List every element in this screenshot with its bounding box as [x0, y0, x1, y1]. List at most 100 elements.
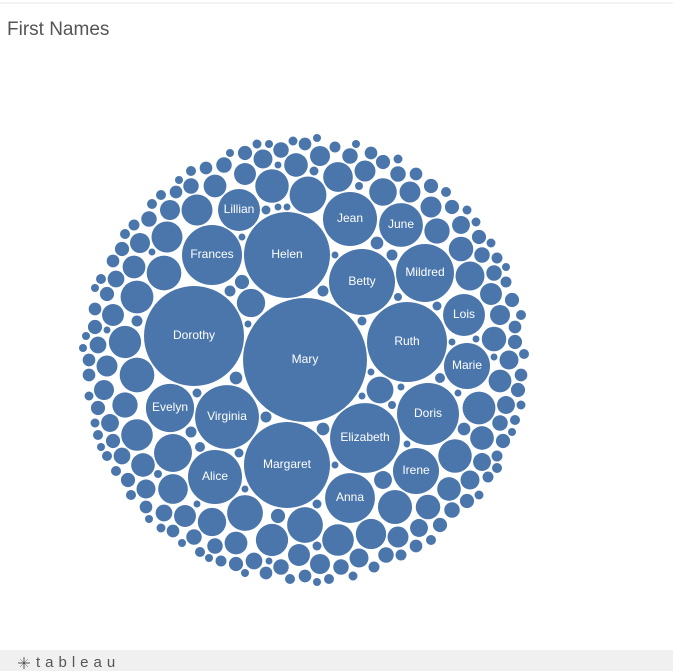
bubble: [131, 315, 143, 327]
bubble: [79, 344, 87, 352]
bubble-label: Elizabeth: [340, 430, 389, 444]
bubble: [131, 453, 155, 477]
bubble: [330, 403, 400, 473]
bubble: [174, 505, 196, 527]
bubble: [460, 470, 480, 490]
bubble: [448, 236, 474, 262]
bubble: [441, 187, 451, 197]
bubble: [253, 149, 273, 169]
footer-logo[interactable]: tableau: [36, 654, 120, 671]
bubble: [443, 294, 485, 336]
bubble: [420, 196, 442, 218]
bubble: [378, 547, 394, 563]
bubble: [166, 524, 180, 538]
bubble: [265, 557, 273, 565]
bubble: [169, 185, 183, 199]
bubble: [108, 325, 142, 359]
bubble: [388, 401, 396, 409]
bubble: [284, 153, 308, 177]
bubble: [331, 251, 339, 259]
bubble: [298, 569, 312, 583]
bubble: [265, 140, 273, 148]
bubble: [145, 383, 195, 433]
bubbles: Mary Dorothy Helen Margaret Ruth Elizabeth Bet…: [79, 134, 529, 586]
bubble: [274, 161, 282, 169]
bubble: [443, 342, 491, 390]
bubble: [471, 217, 481, 227]
bubble: [298, 137, 312, 151]
bubble: [369, 178, 397, 206]
bubble: [84, 391, 94, 401]
bubble: [113, 447, 131, 465]
bubble: [243, 421, 331, 509]
bubble: [107, 270, 125, 288]
bubble: [287, 507, 323, 543]
bubble: [183, 178, 199, 194]
bubble: [199, 161, 213, 175]
bubble: [358, 392, 366, 400]
bubble: [472, 335, 480, 343]
bubble: [273, 142, 289, 158]
bubble: [488, 369, 512, 393]
bubble: [186, 529, 202, 545]
bubble: [386, 249, 398, 261]
bubble-label: Evelyn: [152, 400, 188, 414]
bubble: [316, 422, 330, 436]
bubble: [207, 538, 223, 554]
bubble: [432, 517, 448, 533]
bubble: [317, 285, 329, 297]
bubble: [228, 556, 244, 572]
bubble: [121, 419, 153, 451]
bubble: [88, 302, 102, 316]
bubble: [145, 515, 153, 523]
bubble: [141, 211, 157, 227]
bubble: [252, 139, 262, 149]
bubble-label: Alice: [202, 469, 228, 483]
bubble: [432, 301, 442, 311]
bubble: [403, 440, 411, 448]
bubble: [333, 559, 349, 575]
bubble: [270, 508, 286, 524]
bubble: [96, 274, 106, 284]
bubble: [455, 261, 485, 291]
bubble-label: Jean: [337, 211, 363, 225]
bubble: [313, 134, 321, 142]
bubble: [285, 574, 295, 584]
bubble: [486, 238, 496, 248]
bubble: [94, 380, 114, 400]
bubble: [481, 326, 507, 352]
bubble: [499, 350, 519, 370]
bubble: [423, 178, 439, 194]
bubble: [182, 225, 242, 285]
bubble: [367, 302, 447, 382]
bubble: [244, 320, 252, 328]
bubble: [82, 368, 96, 382]
bubble-label: June: [388, 217, 414, 231]
bubble: [93, 430, 103, 440]
bubble: [91, 284, 99, 292]
bubble: [128, 219, 140, 231]
bubble: [500, 276, 512, 288]
bubble: [454, 389, 462, 397]
bubble-label: Margaret: [263, 457, 312, 471]
bubble: [435, 373, 445, 383]
bubble: [154, 434, 192, 472]
bubble: [96, 355, 118, 377]
bubble: [486, 265, 502, 281]
bubble: [394, 293, 402, 301]
bubble: [393, 154, 403, 164]
bubble: [366, 376, 394, 404]
bubble: [354, 160, 376, 182]
bubble: [355, 518, 387, 550]
bubble: [462, 205, 472, 215]
bubble: [241, 485, 249, 493]
bubble: [471, 229, 487, 245]
bubble: [102, 304, 124, 326]
bubble: [139, 500, 153, 514]
bubble: [288, 136, 298, 146]
bubble: [181, 194, 213, 226]
bubble-label: Mary: [292, 352, 319, 366]
bubble: [457, 422, 471, 436]
bubble: [313, 578, 321, 586]
